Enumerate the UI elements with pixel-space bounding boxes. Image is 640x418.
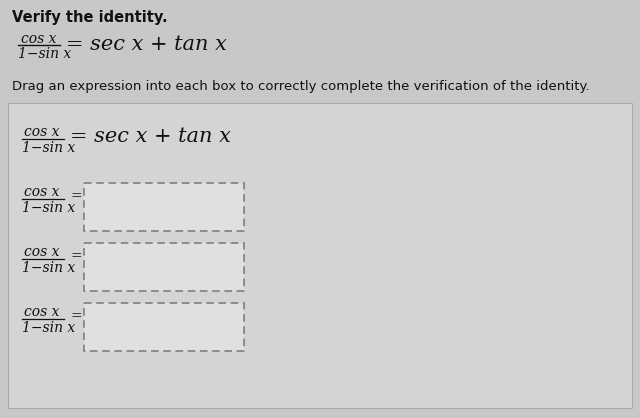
Text: cos x: cos x [21,32,56,46]
Text: = sec x + tan x: = sec x + tan x [70,127,231,145]
Text: 1−sin x: 1−sin x [22,261,76,275]
Text: 1−sin x: 1−sin x [22,201,76,215]
Text: 1−sin x: 1−sin x [18,47,71,61]
Text: Drag an expression into each box to correctly complete the verification of the i: Drag an expression into each box to corr… [12,80,589,93]
Text: cos x: cos x [24,245,60,259]
Text: =: = [70,249,82,263]
Text: 1−sin x: 1−sin x [22,321,76,335]
Bar [8,103,632,408]
Text: cos x: cos x [24,125,60,139]
Text: = sec x + tan x: = sec x + tan x [66,35,227,54]
FancyBboxPatch shape [84,303,244,351]
Text: Verify the identity.: Verify the identity. [12,10,168,25]
FancyBboxPatch shape [84,183,244,231]
FancyBboxPatch shape [84,243,244,291]
Text: =: = [70,189,82,203]
Text: 1−sin x: 1−sin x [22,141,76,155]
Text: =: = [70,309,82,323]
Text: cos x: cos x [24,185,60,199]
Text: cos x: cos x [24,305,60,319]
